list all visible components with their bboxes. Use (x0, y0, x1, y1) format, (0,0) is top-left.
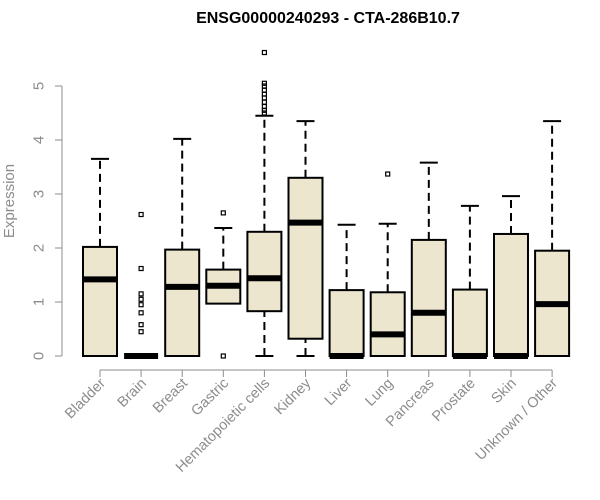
y-tick-label: 4 (30, 136, 47, 144)
outlier-point (138, 322, 144, 328)
box-lung (369, 171, 406, 357)
outlier-point (138, 296, 144, 302)
y-tick-label: 0 (30, 352, 47, 360)
outlier-point (220, 210, 226, 216)
outlier-point (138, 302, 144, 308)
box-body (287, 176, 324, 340)
box-kidney (287, 120, 324, 357)
y-tick-label: 1 (30, 298, 47, 306)
outlier-point (138, 329, 144, 335)
box-body (369, 291, 406, 357)
x-tick-label: Lung (362, 376, 396, 410)
outlier-point (138, 211, 144, 218)
y-axis: 0 1 2 3 4 5 (30, 82, 63, 360)
x-tick-label: Bladder (62, 375, 109, 422)
outlier-point (261, 80, 267, 86)
x-tick-label: Kidney (272, 375, 315, 418)
x-tick-label: Liver (322, 375, 356, 409)
y-tick-label: 3 (30, 190, 47, 198)
y-tick-label: 2 (30, 244, 47, 252)
box-pancreas (410, 161, 447, 357)
box-body (451, 288, 488, 357)
box-prostate (451, 204, 488, 359)
x-tick-label: Prostate (429, 376, 478, 425)
x-tick-label: Breast (150, 376, 191, 417)
box-body (246, 230, 283, 313)
box-bladder (82, 157, 118, 357)
boxes (82, 49, 571, 359)
outlier-point (261, 49, 267, 56)
outlier-point (261, 87, 267, 93)
box-body (82, 245, 118, 357)
outlier-point (261, 103, 267, 110)
x-tick-label: Skin (489, 376, 520, 407)
box-gastric (205, 210, 242, 359)
outlier-point (261, 99, 267, 105)
outlier-point (385, 171, 391, 177)
box-skin (493, 195, 529, 359)
box-body (493, 232, 529, 358)
y-tick-label: 5 (30, 82, 47, 90)
outlier-point (138, 291, 144, 297)
x-tick-label: Brain (115, 376, 150, 411)
box-hematopoietic-cells (246, 49, 283, 357)
box-body (164, 248, 201, 357)
y-axis-label: Expression (1, 164, 18, 238)
box-body (410, 238, 447, 357)
outlier-point (261, 110, 267, 116)
box-body (328, 289, 365, 357)
box-breast (164, 137, 201, 357)
chart-title: ENSG00000240293 - CTA-286B10.7 (196, 10, 460, 27)
box-unknown-other (534, 120, 571, 357)
outlier-point (138, 265, 144, 272)
box-liver (328, 223, 365, 359)
box-brain (124, 211, 159, 359)
outlier-point (261, 83, 267, 89)
outlier-point (220, 353, 226, 359)
outlier-point (138, 310, 144, 316)
